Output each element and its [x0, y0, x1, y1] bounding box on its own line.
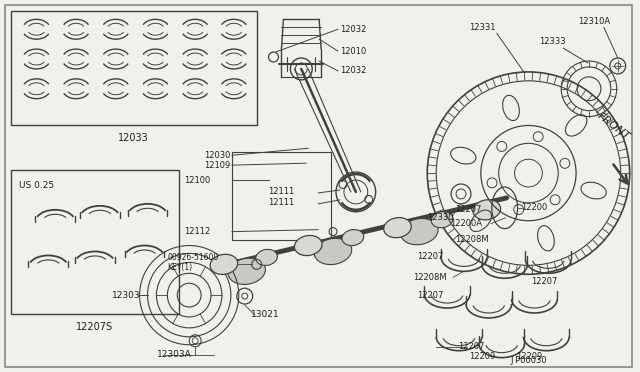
Text: 12111: 12111: [269, 187, 295, 196]
Ellipse shape: [314, 238, 352, 264]
Text: 12310A: 12310A: [578, 17, 610, 26]
Text: 12109: 12109: [204, 161, 230, 170]
Text: 12010: 12010: [340, 46, 366, 55]
Text: 12207S: 12207S: [76, 322, 113, 332]
Text: 12333: 12333: [540, 37, 566, 46]
Text: 12331: 12331: [469, 23, 495, 32]
Text: 12200A: 12200A: [450, 219, 482, 228]
Bar: [11, 12, 257, 125]
Text: 12207: 12207: [417, 252, 444, 261]
Bar: [11, 170, 179, 314]
Ellipse shape: [401, 218, 438, 245]
Ellipse shape: [431, 212, 453, 228]
Ellipse shape: [384, 218, 412, 238]
Ellipse shape: [256, 249, 277, 266]
Text: KEY(1): KEY(1): [167, 263, 193, 272]
Ellipse shape: [210, 254, 237, 275]
Bar: [232, 152, 331, 240]
Text: 12112: 12112: [184, 227, 211, 236]
Text: 13021: 13021: [251, 311, 279, 320]
Text: 12209: 12209: [469, 352, 495, 361]
Text: FRONT: FRONT: [596, 111, 632, 142]
Ellipse shape: [342, 230, 364, 246]
Text: 12100: 12100: [184, 176, 211, 185]
Ellipse shape: [473, 200, 500, 220]
Text: 12208M: 12208M: [455, 235, 489, 244]
Text: 12207: 12207: [455, 205, 481, 214]
Text: 12200: 12200: [522, 203, 548, 212]
Text: 12033: 12033: [118, 134, 149, 143]
Text: 12207: 12207: [458, 342, 484, 351]
Ellipse shape: [294, 235, 322, 256]
Text: J P00030: J P00030: [511, 356, 547, 365]
Text: 12208M: 12208M: [413, 273, 447, 282]
Text: 12032: 12032: [340, 25, 366, 34]
Text: US 0.25: US 0.25: [19, 180, 54, 189]
Text: 12303A: 12303A: [157, 350, 192, 359]
Text: 12207: 12207: [417, 291, 444, 299]
Text: 12030: 12030: [204, 151, 230, 160]
Text: 00926-51600: 00926-51600: [167, 253, 219, 262]
Text: 12209: 12209: [516, 352, 543, 361]
Text: 12032: 12032: [340, 67, 366, 76]
Text: 12111: 12111: [269, 198, 295, 207]
Text: 12330: 12330: [428, 213, 454, 222]
Text: 12207: 12207: [531, 277, 558, 286]
Ellipse shape: [228, 258, 266, 285]
Text: 12303: 12303: [112, 291, 140, 299]
